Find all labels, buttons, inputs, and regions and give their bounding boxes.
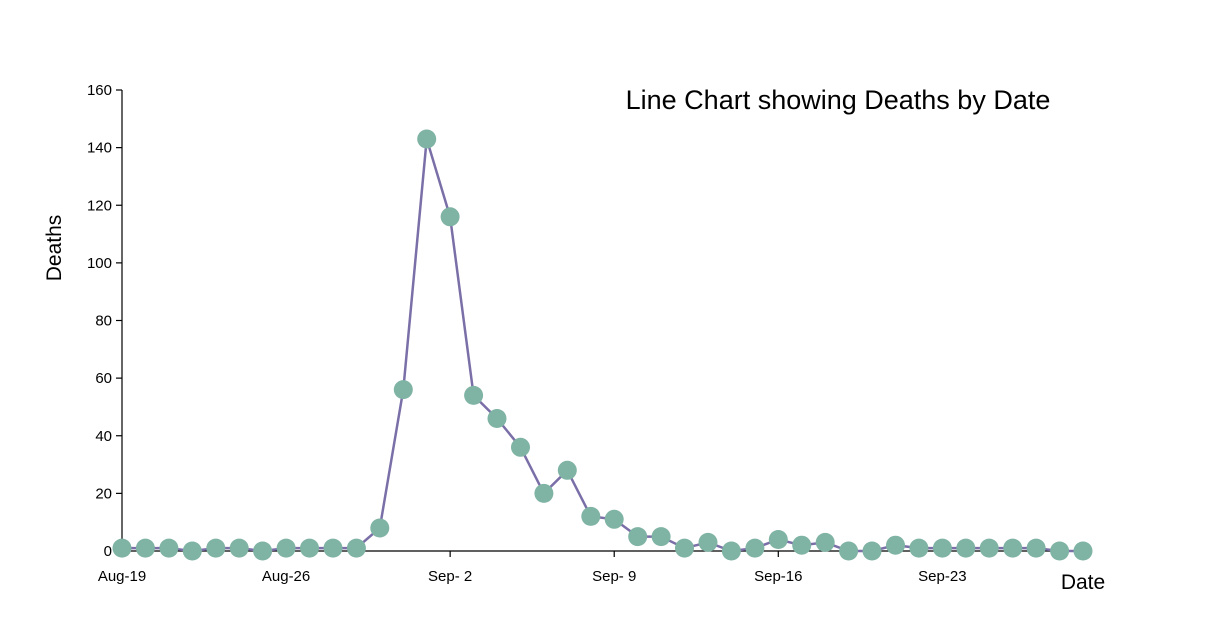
data-point [839, 541, 859, 561]
y-tick-label: 160 [87, 82, 112, 99]
data-point [487, 409, 507, 428]
y-tick-label: 100 [87, 255, 112, 272]
data-point [346, 538, 366, 558]
data-point [464, 385, 484, 405]
x-tick-label: Sep-16 [754, 568, 802, 585]
x-tick-label: Sep- 2 [428, 568, 472, 585]
data-point [557, 460, 577, 480]
data-point [1073, 541, 1093, 561]
y-tick-label: 20 [95, 485, 112, 502]
x-tick-label: Aug-19 [98, 568, 146, 585]
x-axis-label: Date [1061, 571, 1105, 594]
data-point [206, 538, 226, 558]
data-point [511, 437, 530, 457]
data-point [886, 535, 905, 555]
data-point [1026, 538, 1046, 558]
data-point [276, 538, 296, 558]
data-point [229, 538, 249, 558]
data-point [651, 527, 671, 547]
y-axis-label: Deaths [43, 215, 66, 282]
y-tick-label: 140 [87, 140, 112, 157]
x-axis: Aug-19 Aug-26 Sep- 2 Sep- 9 Sep-16 Sep-23 [98, 550, 1084, 585]
data-point [909, 538, 929, 558]
data-point [135, 538, 155, 558]
y-tick-label: 120 [87, 197, 112, 214]
data-point [393, 380, 413, 400]
y-tick-label: 40 [95, 428, 112, 445]
data-point [792, 535, 812, 555]
data-point [253, 541, 273, 561]
data-point [182, 541, 202, 561]
series-line [122, 138, 1083, 553]
data-point [534, 483, 554, 503]
data-point [628, 527, 648, 547]
data-point [1050, 541, 1070, 561]
data-point [768, 530, 788, 549]
y-tick-label: 80 [95, 313, 112, 330]
data-point [370, 518, 390, 538]
data-point [112, 538, 132, 558]
data-point [932, 538, 952, 558]
deaths-series [112, 129, 1093, 561]
y-tick-label: 60 [95, 370, 112, 387]
data-point [323, 538, 343, 558]
data-point [1003, 538, 1023, 558]
x-tick-label: Sep- 9 [592, 568, 636, 585]
chart-title: Line Chart showing Deaths by Date [626, 85, 1051, 115]
x-tick-label: Sep-23 [918, 568, 966, 585]
data-point [956, 538, 976, 558]
data-point [815, 532, 835, 552]
data-point [675, 538, 694, 558]
data-point [440, 207, 460, 227]
data-point [581, 506, 601, 526]
data-point [979, 538, 999, 558]
data-point [721, 541, 741, 561]
data-point [862, 541, 882, 561]
y-axis: 0 20 40 60 80 100 120 140 160 [87, 82, 123, 560]
x-tick-label: Aug-26 [262, 568, 310, 585]
data-point [417, 129, 437, 149]
data-point [745, 538, 765, 558]
data-point [604, 509, 624, 529]
data-point [300, 538, 319, 558]
data-point [698, 532, 718, 552]
data-point [159, 538, 179, 558]
y-tick-label: 0 [104, 543, 112, 560]
